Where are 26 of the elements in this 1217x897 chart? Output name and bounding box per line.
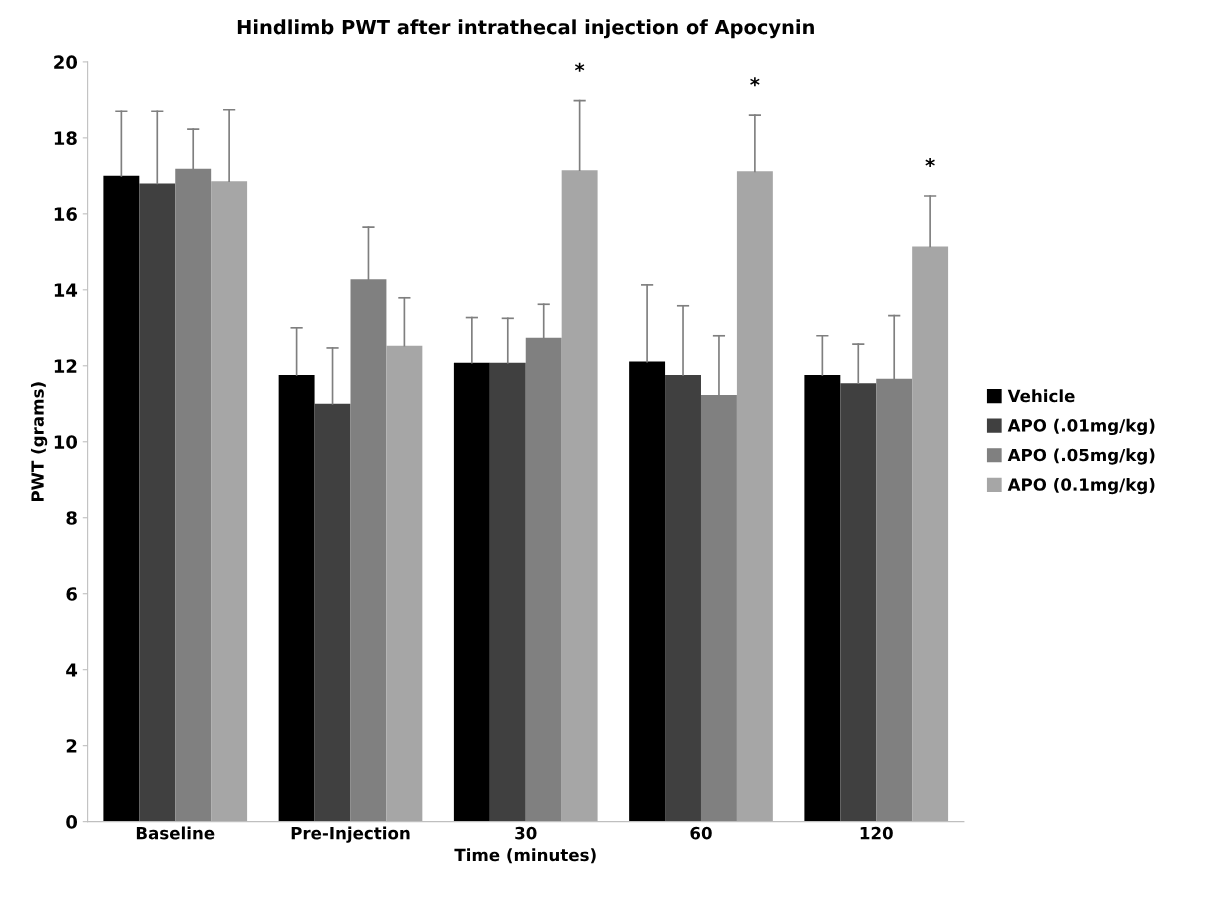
x-tick-label: 120 <box>860 826 893 840</box>
y-tick-label: 16 <box>54 207 77 221</box>
x-axis-title: Time (minutes) <box>454 848 596 864</box>
legend-label: APO (.01mg/kg) <box>1007 418 1155 436</box>
annotation: * <box>750 77 760 87</box>
y-tick-label: 4 <box>66 663 78 677</box>
y-tick-label: 6 <box>66 587 77 601</box>
y-tick-label: 18 <box>54 131 77 145</box>
x-tick-label: Pre-Injection <box>291 826 410 843</box>
chart-title: Hindlimb PWT after intrathecal injection of Apocynin <box>237 19 814 39</box>
x-tick-label: Baseline <box>136 826 215 840</box>
legend-label: APO (0.1mg/kg) <box>1007 477 1155 495</box>
x-tick-label: 60 <box>690 826 712 840</box>
annotation: * <box>574 62 585 72</box>
y-tick-label: 2 <box>66 739 77 753</box>
y-tick-label: 20 <box>54 55 78 70</box>
y-axis-title: PWT (grams) <box>30 382 48 502</box>
annotation: * <box>925 158 935 168</box>
y-tick-label: 0 <box>66 815 78 829</box>
y-tick-label: 8 <box>66 511 77 525</box>
x-tick-label: 30 <box>515 826 537 840</box>
y-tick-label: 14 <box>54 283 78 297</box>
y-tick-label: 12 <box>54 359 77 373</box>
y-tick-label: 10 <box>54 435 78 449</box>
legend-label: APO (.05mg/kg) <box>1007 448 1155 465</box>
legend-label: Vehicle <box>1007 389 1075 403</box>
